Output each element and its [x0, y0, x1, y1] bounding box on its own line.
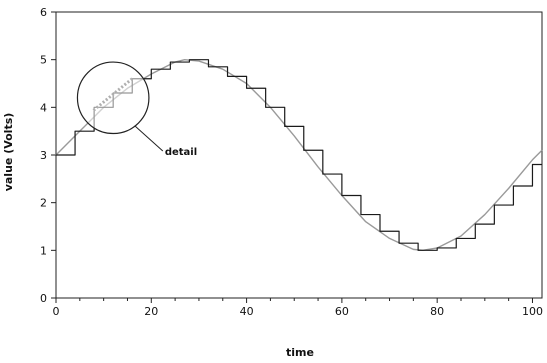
y-tick-label: 5 [40, 54, 47, 67]
x-tick-label: 0 [53, 305, 60, 318]
detail-label: detail [165, 147, 197, 158]
series-sine-line [55, 58, 543, 252]
y-tick-label: 3 [40, 149, 47, 162]
detail-circle [76, 61, 150, 135]
annotation-layer: detail [76, 61, 197, 158]
x-tick-label: 80 [430, 305, 444, 318]
y-tick-label: 2 [40, 197, 47, 210]
y-tick-label: 6 [40, 6, 47, 19]
x-tick-label: 60 [335, 305, 349, 318]
x-tick-label: 20 [144, 305, 158, 318]
y-tick-label: 4 [40, 101, 47, 114]
detail-pointer [134, 125, 164, 152]
y-axis-label: value (Volts) [2, 113, 15, 192]
y-axis: 0 1 2 3 4 5 6 [40, 6, 56, 305]
x-axis-label: time [286, 346, 314, 359]
y-tick-label: 0 [40, 292, 47, 305]
x-tick-label: 40 [240, 305, 254, 318]
plot-area [55, 11, 543, 299]
plot-border [55, 11, 543, 299]
detail-zoom-trace [92, 76, 134, 112]
y-tick-label: 1 [40, 244, 47, 257]
x-tick-label: 100 [522, 305, 543, 318]
x-axis: 0 20 40 60 80 100 [53, 298, 543, 318]
